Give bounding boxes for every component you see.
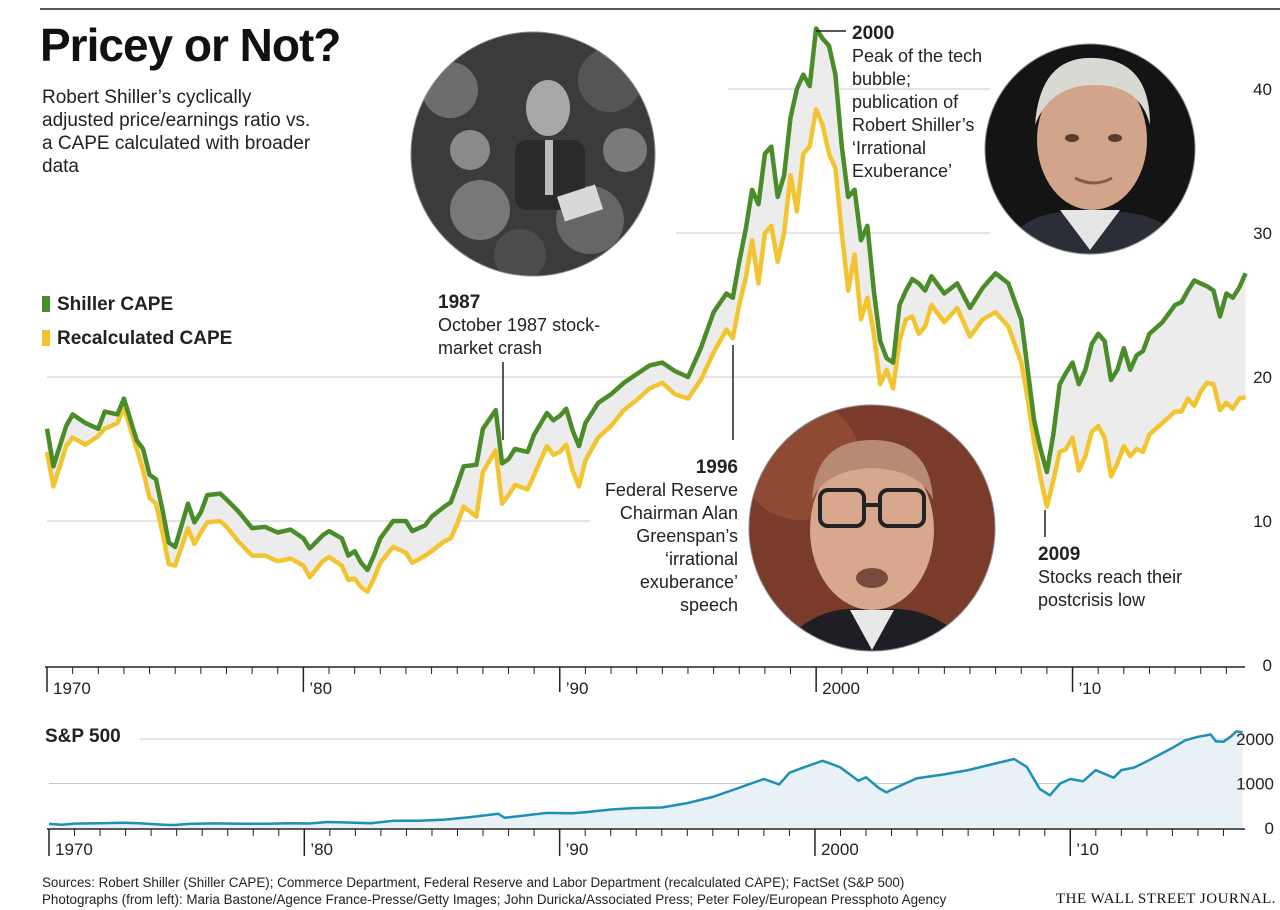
sources-line: Sources: Robert Shiller (Shiller CAPE); … bbox=[42, 875, 905, 890]
series-shiller-cape-line bbox=[44, 26, 1248, 573]
legend-swatch-yellow bbox=[42, 330, 50, 346]
spx-x-tick-label: ’80 bbox=[310, 840, 333, 859]
annotation-year: 1987 bbox=[438, 292, 481, 313]
cape-series-lines bbox=[44, 26, 1248, 594]
footer-notes: Sources: Robert Shiller (Shiller CAPE); … bbox=[42, 874, 946, 908]
spx-y-tick-label: 2000 bbox=[1236, 730, 1274, 749]
cape-y-tick-label: 20 bbox=[1253, 368, 1272, 387]
page-title: Pricey or Not? bbox=[40, 19, 341, 71]
legend-item-shiller: Shiller CAPE bbox=[42, 294, 173, 316]
spx-grid bbox=[49, 738, 1245, 784]
cape-x-tick-label: ’10 bbox=[1079, 679, 1102, 698]
page-subtitle: Robert Shiller’s cyclically adjusted pri… bbox=[42, 87, 311, 177]
cape-y-tick-label: 10 bbox=[1253, 512, 1272, 531]
publisher-logo: THE WALL STREET JOURNAL. bbox=[1055, 891, 1276, 907]
cape-x-tick-label: ’80 bbox=[309, 679, 332, 698]
annotation-year: 2000 bbox=[852, 23, 895, 44]
cape-y-tick-label: 0 bbox=[1263, 656, 1272, 675]
annotation-2000: 2000 Peak of the tech bubble; publicatio… bbox=[852, 22, 987, 183]
annotation-text: Stocks reach their postcrisis low bbox=[1038, 567, 1183, 610]
annotation-leaders bbox=[502, 30, 1046, 537]
spx-y-tick-labels: 0 1000 2000 bbox=[1236, 730, 1274, 838]
cape-x-tick-label: 2000 bbox=[822, 679, 860, 698]
series-recalculated-cape-line bbox=[44, 106, 1247, 594]
alan-greenspan-portrait bbox=[749, 405, 995, 651]
annotation-year: 1996 bbox=[695, 457, 738, 478]
spx-area bbox=[48, 730, 1243, 828]
photo-3-frame bbox=[748, 404, 996, 652]
spx-area-fill bbox=[49, 731, 1243, 828]
annotation-1996: 1996 Federal Reserve Chairman Alan Green… bbox=[598, 456, 738, 617]
cape-x-tick-label: 1970 bbox=[53, 679, 91, 698]
cape-y-tick-label: 30 bbox=[1253, 224, 1272, 243]
annotation-2009: 2009 Stocks reach their postcrisis low bbox=[1038, 543, 1213, 612]
trading-floor-photo bbox=[411, 32, 655, 276]
spx-x-tick-label: 2000 bbox=[821, 840, 859, 859]
cape-x-tick-label: ’90 bbox=[566, 679, 589, 698]
annotation-1987: 1987 October 1987 stock-market crash bbox=[438, 291, 628, 360]
annotation-year: 2009 bbox=[1038, 544, 1081, 565]
annotation-text: Federal Reserve Chairman Alan Greenspan’… bbox=[604, 480, 738, 615]
spx-x-tick-label: 1970 bbox=[55, 840, 93, 859]
series-spx-line bbox=[48, 730, 1243, 827]
photo-1-frame bbox=[410, 31, 656, 277]
cape-y-tick-label: 40 bbox=[1253, 80, 1272, 99]
legend-label: Shiller CAPE bbox=[57, 294, 174, 315]
legend-item-recalculated: Recalculated CAPE bbox=[42, 328, 232, 350]
legend-swatch-green bbox=[42, 296, 50, 312]
cape-y-tick-labels: 0 10 20 30 40 bbox=[1253, 80, 1272, 675]
robert-shiller-portrait bbox=[985, 44, 1195, 254]
credits-line: Photographs (from left): Maria Bastone/A… bbox=[42, 892, 947, 907]
cape-x-axis: 1970 ’80 ’90 2000 ’10 bbox=[45, 666, 1245, 698]
spx-panel-title: S&P 500 bbox=[45, 726, 121, 747]
spx-y-tick-label: 1000 bbox=[1236, 775, 1274, 794]
legend-label: Recalculated CAPE bbox=[57, 328, 233, 349]
photo-2-frame bbox=[984, 43, 1196, 255]
annotation-text: Peak of the tech bubble; publication of … bbox=[852, 46, 983, 181]
annotation-text: October 1987 stock-market crash bbox=[438, 315, 601, 358]
spx-x-axis: 1970 ’80 ’90 2000 ’10 bbox=[47, 828, 1245, 859]
spx-x-tick-label: ’90 bbox=[566, 840, 589, 859]
spx-x-tick-label: ’10 bbox=[1076, 840, 1099, 859]
spx-y-tick-label: 0 bbox=[1265, 819, 1274, 838]
